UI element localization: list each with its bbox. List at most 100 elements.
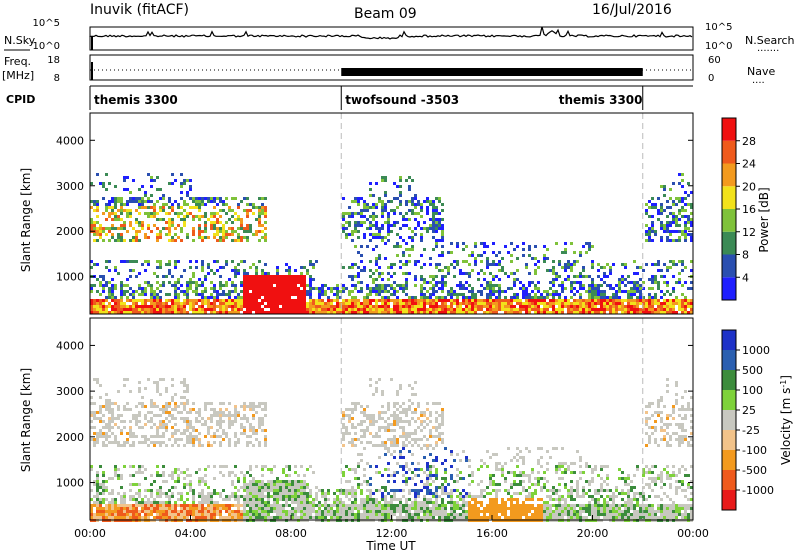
heatmap-cell: [186, 236, 189, 239]
heatmap-cell: [294, 516, 297, 519]
heatmap-cell: [363, 507, 366, 510]
heatmap-cell: [111, 284, 114, 287]
heatmap-cell: [357, 504, 360, 507]
heatmap-cell: [690, 191, 693, 194]
heatmap-cell: [600, 284, 603, 287]
heatmap-cell: [417, 402, 420, 405]
heatmap-cell: [96, 411, 99, 414]
heatmap-cell: [234, 408, 237, 411]
heatmap-cell: [267, 311, 270, 314]
heatmap-cell: [663, 281, 666, 284]
heatmap-cell: [471, 287, 474, 290]
heatmap-cell: [480, 299, 483, 302]
heatmap-cell: [435, 230, 438, 233]
heatmap-cell: [243, 287, 246, 290]
heatmap-cell: [165, 293, 168, 296]
heatmap-cell: [546, 311, 549, 314]
heatmap-cell: [447, 269, 450, 272]
heatmap-cell: [288, 284, 291, 287]
heatmap-cell: [252, 408, 255, 411]
heatmap-cell: [423, 302, 426, 305]
heatmap-cell: [228, 426, 231, 429]
heatmap-cell: [177, 206, 180, 209]
heatmap-cell: [390, 513, 393, 516]
heatmap-cell: [402, 495, 405, 498]
heatmap-cell: [207, 495, 210, 498]
heatmap-cell: [270, 516, 273, 519]
heatmap-cell: [645, 299, 648, 302]
heatmap-cell: [510, 254, 513, 257]
heatmap-cell: [159, 507, 162, 510]
heatmap-cell: [405, 218, 408, 221]
heatmap-cell: [477, 308, 480, 311]
heatmap-cell: [384, 447, 387, 450]
heatmap-cell: [255, 230, 258, 233]
heatmap-cell: [342, 266, 345, 269]
heatmap-cell: [534, 269, 537, 272]
heatmap-cell: [147, 510, 150, 513]
heatmap-cell: [195, 200, 198, 203]
heatmap-cell: [237, 489, 240, 492]
heatmap-cell: [261, 495, 264, 498]
heatmap-cell: [168, 474, 171, 477]
heatmap-cell: [552, 272, 555, 275]
heatmap-cell: [264, 215, 267, 218]
heatmap-cell: [414, 411, 417, 414]
heatmap-cell: [342, 287, 345, 290]
heatmap-cell: [378, 305, 381, 308]
heatmap-cell: [216, 290, 219, 293]
heatmap-cell: [249, 468, 252, 471]
heatmap-cell: [642, 269, 645, 272]
heatmap-cell: [525, 308, 528, 311]
heatmap-cell: [177, 438, 180, 441]
heatmap-cell: [183, 308, 186, 311]
heatmap-cell: [159, 284, 162, 287]
heatmap-cell: [249, 465, 252, 468]
heatmap-cell: [369, 269, 372, 272]
heatmap-cell: [372, 212, 375, 215]
heatmap-cell: [402, 408, 405, 411]
heatmap-cell: [237, 507, 240, 510]
heatmap-cell: [576, 281, 579, 284]
heatmap-cell: [117, 305, 120, 308]
heatmap-cell: [363, 432, 366, 435]
heatmap-cell: [132, 498, 135, 501]
heatmap-cell: [234, 305, 237, 308]
heatmap-cell: [384, 426, 387, 429]
heatmap-cell: [138, 390, 141, 393]
heatmap-cell: [270, 507, 273, 510]
heatmap-cell: [186, 492, 189, 495]
heatmap-cell: [99, 281, 102, 284]
heatmap-cell: [405, 477, 408, 480]
heatmap-cell: [405, 299, 408, 302]
heatmap-cell: [303, 504, 306, 507]
heatmap-cell: [273, 465, 276, 468]
heatmap-cell: [408, 302, 411, 305]
heatmap-cell: [582, 275, 585, 278]
heatmap-cell: [258, 420, 261, 423]
heatmap-cell: [156, 432, 159, 435]
heatmap-cell: [174, 299, 177, 302]
heatmap-cell: [300, 486, 303, 489]
heatmap-cell: [249, 501, 252, 504]
heatmap-cell: [222, 498, 225, 501]
heatmap-cell: [528, 293, 531, 296]
heatmap-cell: [660, 308, 663, 311]
heatmap-cell: [369, 308, 372, 311]
heatmap-cell: [381, 302, 384, 305]
heatmap-cell: [306, 504, 309, 507]
heatmap-cell: [150, 212, 153, 215]
heatmap-cell: [105, 311, 108, 314]
heatmap-cell: [138, 510, 141, 513]
heatmap-cell: [678, 260, 681, 263]
heatmap-cell: [363, 311, 366, 314]
heatmap-cell: [168, 498, 171, 501]
heatmap-cell: [531, 257, 534, 260]
heatmap-cell: [285, 510, 288, 513]
heatmap-cell: [654, 203, 657, 206]
heatmap-cell: [675, 299, 678, 302]
heatmap-cell: [126, 402, 129, 405]
heatmap-cell: [201, 296, 204, 299]
heatmap-cell: [333, 308, 336, 311]
heatmap-cell: [276, 498, 279, 501]
